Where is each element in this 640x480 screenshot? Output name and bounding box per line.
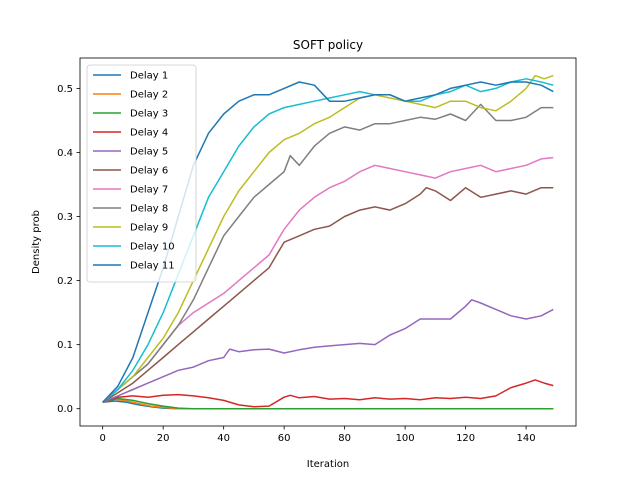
legend-label: Delay 8 bbox=[130, 204, 168, 215]
x-axis-label: Iteration bbox=[307, 459, 349, 470]
x-tick-label: 80 bbox=[338, 433, 351, 444]
x-tick-label: 0 bbox=[99, 433, 105, 444]
y-tick-label: 0.4 bbox=[57, 148, 73, 159]
legend-label: Delay 5 bbox=[130, 147, 168, 158]
series-layer bbox=[102, 74, 554, 410]
y-tick-label: 0.2 bbox=[57, 276, 73, 287]
y-tick-label: 0.0 bbox=[57, 404, 73, 415]
series-line-4 bbox=[102, 379, 554, 408]
x-axis: 0 20 40 60 80 100 120 140 bbox=[99, 426, 536, 444]
legend: Delay 1 Delay 2 Delay 3 Delay 4 Delay 5 Delay… bbox=[86, 64, 197, 283]
legend-label: Delay 9 bbox=[130, 223, 168, 234]
x-tick-label: 140 bbox=[517, 433, 536, 444]
legend-label: Delay 7 bbox=[130, 185, 168, 196]
y-tick-label: 0.1 bbox=[57, 340, 73, 351]
legend-label: Delay 3 bbox=[130, 109, 168, 120]
series-line-3 bbox=[102, 397, 554, 410]
legend-label: Delay 10 bbox=[130, 242, 175, 253]
legend-label: Delay 2 bbox=[130, 90, 168, 101]
y-tick-label: 0.3 bbox=[57, 212, 73, 223]
x-tick-label: 120 bbox=[456, 433, 475, 444]
legend-label: Delay 11 bbox=[130, 261, 175, 272]
y-tick-label: 0.5 bbox=[57, 84, 73, 95]
x-tick-label: 20 bbox=[157, 433, 170, 444]
chart-title: SOFT policy bbox=[293, 38, 363, 52]
series-line-9 bbox=[102, 74, 554, 403]
y-axis-label: Density prob bbox=[31, 210, 42, 274]
plot-frame bbox=[79, 57, 577, 427]
y-axis: 0.0 0.1 0.2 0.3 0.4 0.5 bbox=[57, 84, 80, 415]
x-tick-label: 40 bbox=[217, 433, 230, 444]
legend-label: Delay 4 bbox=[130, 128, 168, 139]
series-line-6 bbox=[102, 186, 554, 403]
x-tick-label: 100 bbox=[396, 433, 415, 444]
legend-label: Delay 1 bbox=[130, 71, 168, 82]
x-tick-label: 60 bbox=[278, 433, 291, 444]
legend-label: Delay 6 bbox=[130, 166, 168, 177]
series-line-5 bbox=[102, 299, 554, 403]
